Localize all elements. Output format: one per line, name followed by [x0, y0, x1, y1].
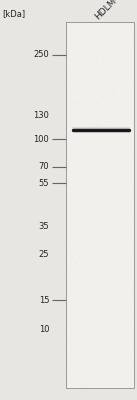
Text: 70: 70: [39, 162, 49, 171]
Text: 100: 100: [34, 135, 49, 144]
Text: 10: 10: [39, 325, 49, 334]
Text: 15: 15: [39, 296, 49, 305]
Text: [kDa]: [kDa]: [3, 9, 26, 18]
Text: 130: 130: [33, 111, 49, 120]
Text: 25: 25: [39, 250, 49, 259]
Text: 250: 250: [34, 50, 49, 60]
Text: HDLM-2: HDLM-2: [94, 0, 125, 21]
Text: 55: 55: [39, 178, 49, 188]
Text: 35: 35: [39, 222, 49, 232]
Bar: [66, 22, 134, 388]
